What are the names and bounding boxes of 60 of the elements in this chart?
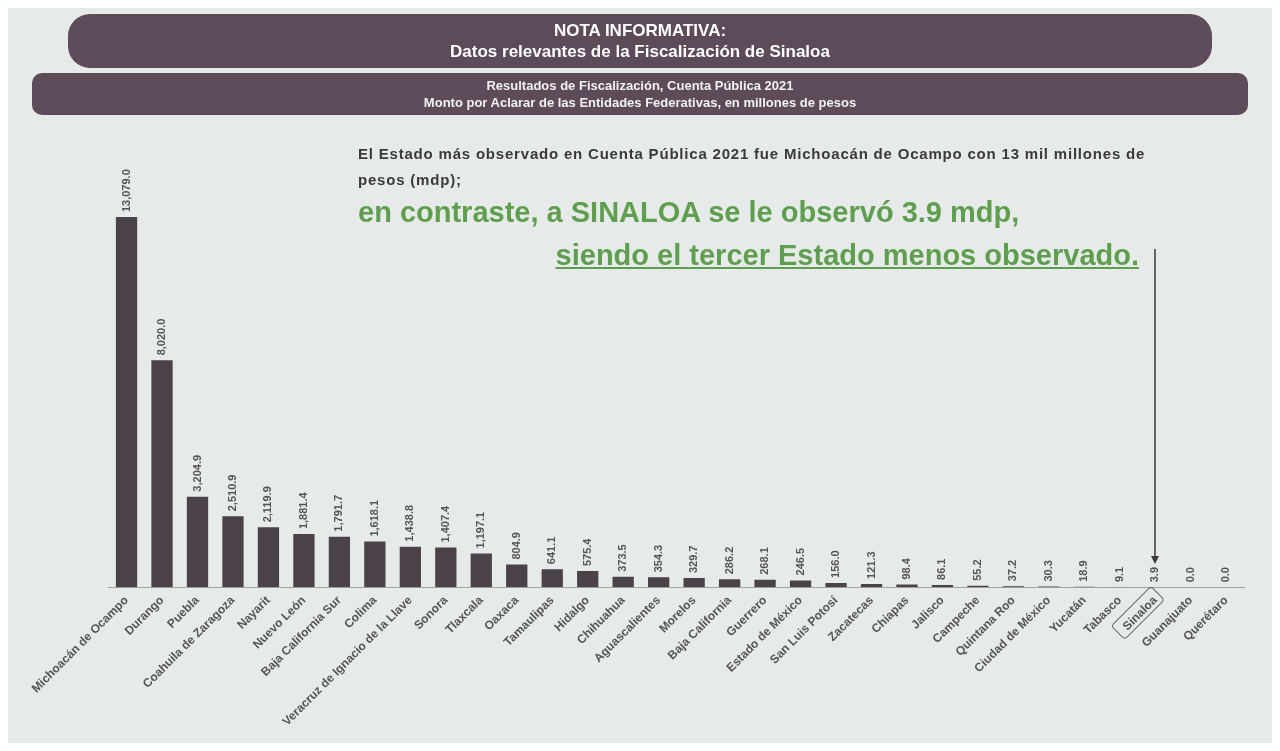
- bar: [506, 564, 528, 588]
- annotation: siendo el tercer Estado menos observado.: [555, 238, 1139, 273]
- data-label: 1,438.8: [403, 504, 416, 542]
- bar: [364, 541, 386, 588]
- data-label: 1,407.4: [438, 504, 451, 543]
- bar: [399, 546, 421, 588]
- text: Resultados de Fiscalización, Cuenta Pública 2021: [485, 77, 795, 94]
- data-label: 2,119.9: [261, 486, 274, 523]
- data-label: 121.3: [864, 551, 877, 579]
- data-label: 2,510.9: [226, 474, 238, 512]
- data-label: 18.9: [1077, 560, 1090, 582]
- bar: [718, 579, 741, 588]
- data-label: 641.1: [545, 536, 558, 565]
- data-label: 86.1: [935, 558, 948, 580]
- data-label: 329.7: [687, 545, 700, 574]
- bar: [683, 578, 705, 588]
- data-label: 8,020.0: [155, 318, 168, 356]
- text: Monto por Aclarar de las Entidades Federativas, en millones de pesos: [422, 94, 858, 111]
- data-label: 3,204.9: [190, 454, 203, 492]
- data-label: 373.5: [616, 544, 629, 572]
- bar: [577, 571, 599, 588]
- annotation: en contraste, a SINALOA se le observó 3.9 mdp,: [358, 195, 1020, 230]
- bar: [257, 527, 280, 588]
- data-label: 354.3: [651, 544, 664, 573]
- data-label: 1,881.4: [296, 491, 309, 530]
- bar: [612, 576, 634, 588]
- data-label: 156.0: [829, 550, 842, 578]
- data-label: 246.5: [793, 547, 806, 576]
- bar: [328, 536, 351, 588]
- data-label: 1,197.1: [474, 511, 487, 549]
- data-label: 268.1: [758, 547, 771, 575]
- bar: [435, 547, 457, 588]
- data-label: 3.9: [1148, 566, 1161, 583]
- bar: [222, 516, 244, 588]
- data-label: 804.9: [509, 532, 522, 560]
- data-label: 286.2: [722, 546, 735, 575]
- data-label: 98.4: [900, 557, 913, 580]
- chart-title: NOTA INFORMATIVA:: [552, 20, 728, 41]
- bar: [115, 217, 138, 588]
- bar: [293, 534, 315, 588]
- data-label: 55.2: [970, 559, 983, 581]
- data-label: 37.2: [1006, 559, 1019, 582]
- bar: [648, 577, 670, 588]
- data-label: 1,791.7: [332, 494, 345, 532]
- data-label: 13,079.0: [119, 169, 132, 213]
- data-label: 0.0: [1183, 567, 1196, 583]
- data-label: 30.3: [1041, 560, 1054, 582]
- bar: [541, 569, 563, 588]
- data-label: 575.4: [580, 537, 593, 567]
- data-label: 9.1: [1112, 566, 1125, 583]
- bar: [186, 496, 209, 588]
- data-label: 1,618.1: [367, 499, 380, 537]
- bar: [789, 580, 812, 588]
- bar: [151, 360, 173, 588]
- text: El Estado más observado en Cuenta Pública 2021 fue Michoacán de Ocampo con 13 mil millones de pesos (mdp);: [358, 144, 1147, 190]
- bar: [754, 579, 776, 588]
- bar: [470, 553, 492, 588]
- data-label: 0.0: [1219, 567, 1232, 583]
- bar: [825, 582, 847, 588]
- chart-subtitle: Datos relevantes de la Fiscalización de Sinaloa: [449, 41, 831, 62]
